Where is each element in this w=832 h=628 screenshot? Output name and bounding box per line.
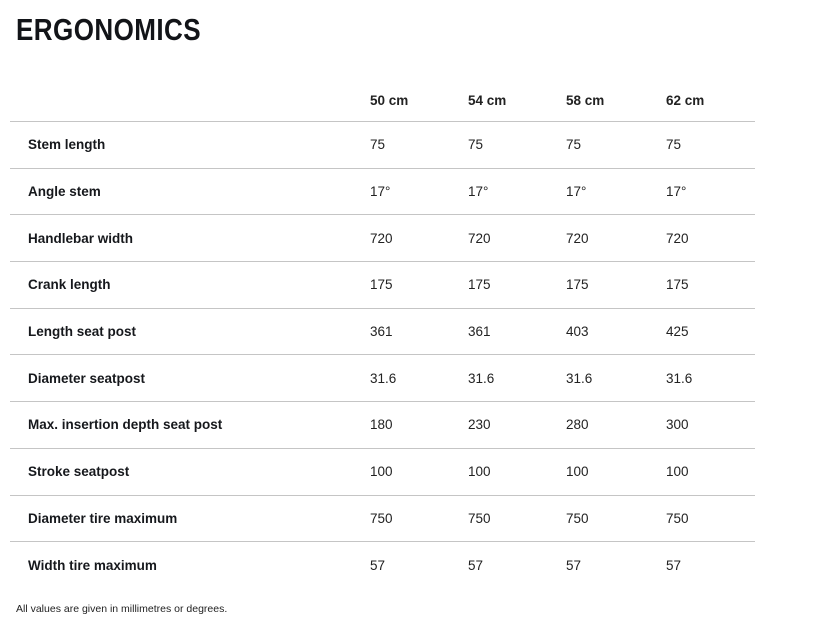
row-value: 57 (666, 558, 682, 574)
table-row: Handlebar width 720 720 720 720 (10, 215, 755, 263)
table-row: Length seat post 361 361 403 425 (10, 309, 755, 356)
row-value: 75 (370, 137, 386, 153)
table-footnote: All values are given in millimetres or d… (16, 603, 228, 615)
row-value: 403 (566, 324, 589, 340)
table-row: Stroke seatpost 100 100 100 100 (10, 449, 755, 496)
row-value: 720 (666, 230, 689, 246)
table-row: Stem length 75 75 75 75 (10, 122, 755, 169)
row-value: 175 (468, 277, 491, 293)
row-value: 750 (468, 510, 491, 526)
row-value: 720 (370, 230, 393, 246)
row-value: 720 (566, 230, 589, 246)
page-title: ERGONOMICS (16, 12, 202, 47)
row-value: 180 (370, 417, 393, 433)
row-value: 75 (468, 137, 484, 153)
row-label: Angle stem (28, 184, 101, 200)
row-value: 31.6 (468, 370, 495, 386)
row-value: 75 (666, 137, 682, 153)
row-value: 750 (370, 510, 393, 526)
row-value: 100 (370, 464, 393, 480)
column-header-62-cm: 62 cm (666, 93, 705, 108)
row-value: 175 (666, 277, 689, 293)
column-header-50-cm: 50 cm (370, 93, 409, 108)
row-value: 300 (666, 417, 689, 433)
row-label: Max. insertion depth seat post (28, 417, 223, 433)
row-value: 175 (566, 277, 589, 293)
row-value: 100 (666, 464, 689, 480)
table-row: Max. insertion depth seat post 180 230 280 3… (10, 402, 755, 449)
row-value: 75 (566, 137, 582, 153)
row-label: Diameter seatpost (28, 370, 146, 386)
row-value: 750 (566, 510, 589, 526)
row-value: 17° (370, 184, 391, 200)
column-header-54-cm: 54 cm (468, 93, 507, 108)
table-row: Crank length 175 175 175 175 (10, 262, 755, 309)
row-label: Handlebar width (28, 230, 134, 246)
row-value: 361 (370, 324, 393, 340)
row-value: 280 (566, 417, 589, 433)
row-value: 720 (468, 230, 491, 246)
row-label: Stroke seatpost (28, 464, 130, 480)
table-row: Diameter tire maximum 750 750 750 750 (10, 496, 755, 543)
row-value: 31.6 (370, 370, 397, 386)
row-value: 17° (566, 184, 587, 200)
row-value: 175 (370, 277, 393, 293)
row-value: 425 (666, 324, 689, 340)
row-value: 100 (566, 464, 589, 480)
ergonomics-table: 50 cm 54 cm 58 cm 62 cm Stem length 75 75 75 75… (10, 80, 755, 589)
row-value: 750 (666, 510, 689, 526)
row-label: Stem length (28, 137, 106, 153)
row-label: Diameter tire maximum (28, 510, 178, 526)
row-label: Length seat post (28, 324, 137, 340)
row-value: 100 (468, 464, 491, 480)
row-label: Crank length (28, 277, 111, 293)
table-row: Diameter seatpost 31.6 31.6 31.6 31.6 (10, 355, 755, 403)
row-value: 31.6 (566, 370, 593, 386)
row-value: 17° (666, 184, 687, 200)
row-value: 230 (468, 417, 491, 433)
table-row: Width tire maximum 57 57 57 57 (10, 542, 755, 589)
column-header-58-cm: 58 cm (566, 93, 605, 108)
row-value: 57 (370, 558, 386, 574)
row-value: 31.6 (666, 370, 693, 386)
table-row: Angle stem 17° 17° 17° 17° (10, 169, 755, 216)
table-header-row: 50 cm 54 cm 58 cm 62 cm (10, 80, 755, 122)
row-value: 57 (468, 558, 484, 574)
row-value: 57 (566, 558, 582, 574)
row-value: 17° (468, 184, 489, 200)
row-value: 361 (468, 324, 491, 340)
row-label: Width tire maximum (28, 558, 157, 574)
